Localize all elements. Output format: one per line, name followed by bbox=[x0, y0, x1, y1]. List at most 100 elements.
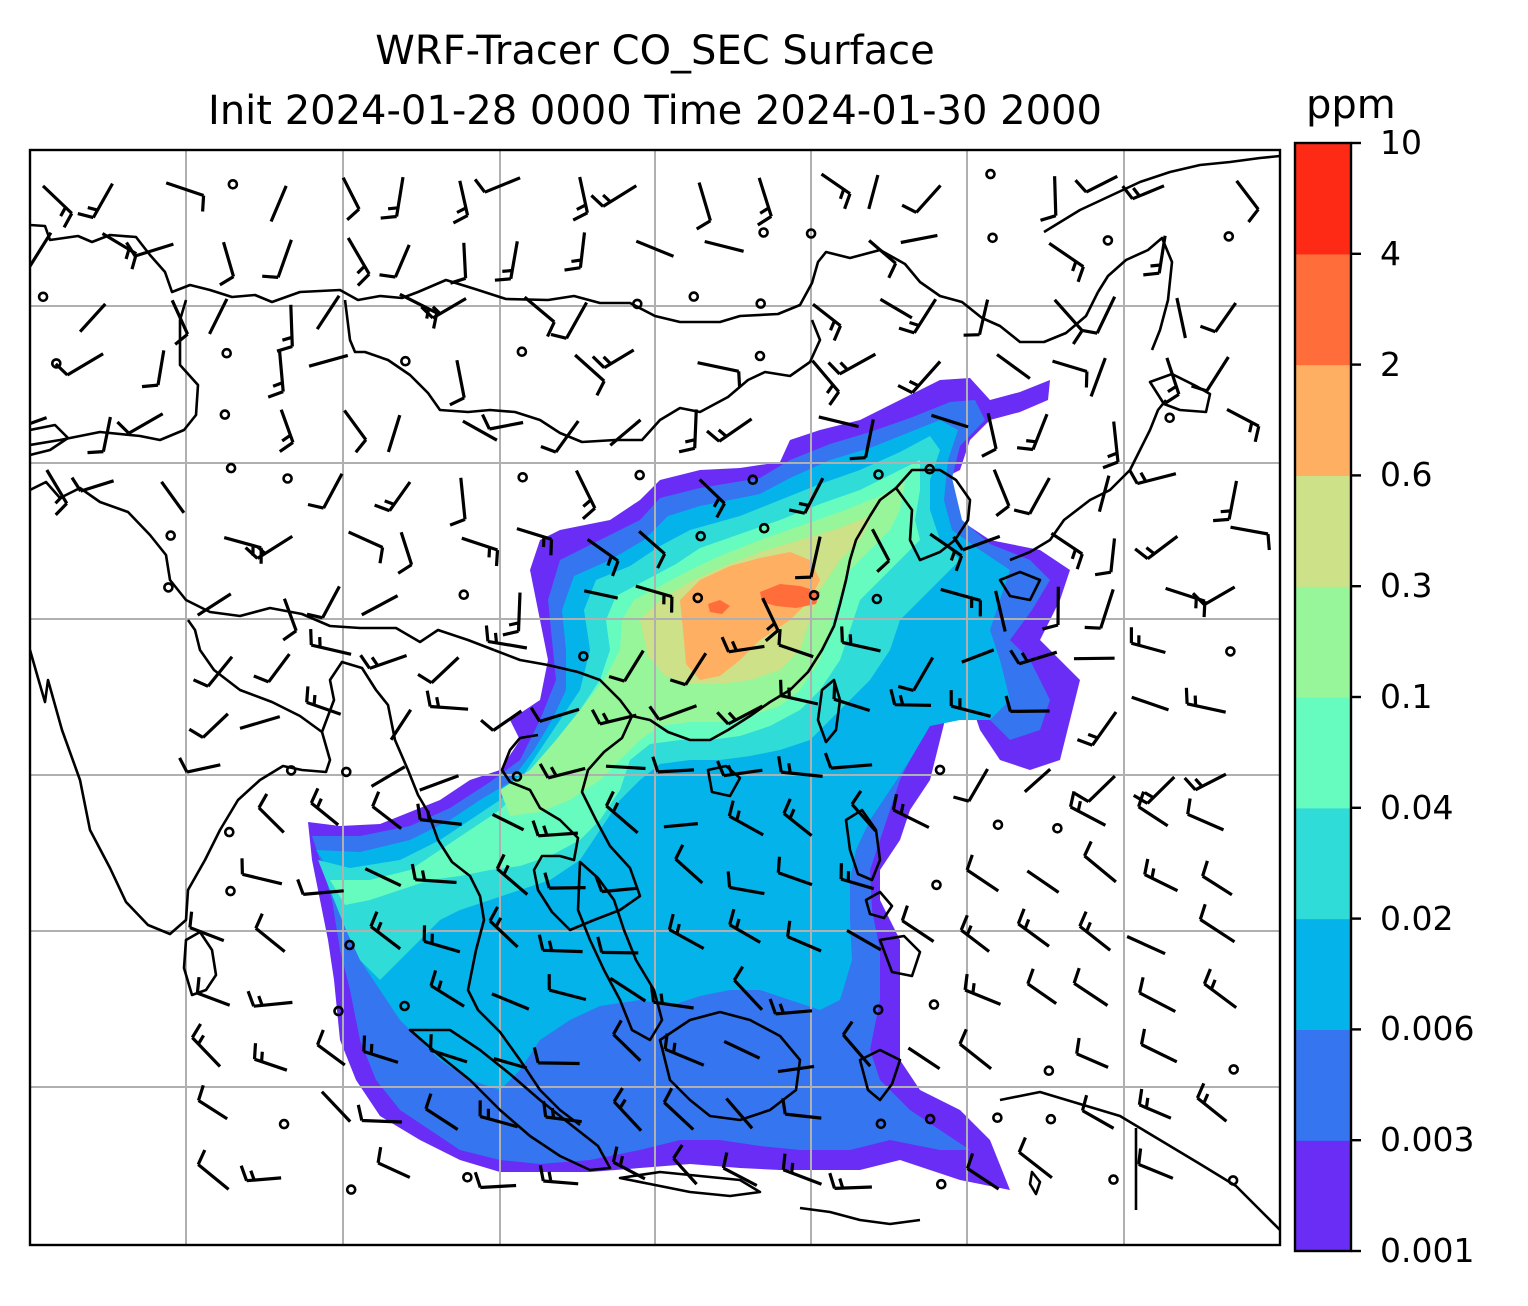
calm-wind-circle bbox=[517, 471, 529, 483]
myanmar-coast bbox=[320, 660, 581, 1127]
wind-barb bbox=[1137, 1148, 1174, 1180]
calm-wind-circle bbox=[985, 168, 996, 180]
wind-barb bbox=[416, 803, 462, 826]
wind-barb bbox=[667, 913, 705, 950]
wind-barb bbox=[574, 469, 597, 520]
malay-peninsula bbox=[576, 860, 664, 1042]
wind-barb bbox=[278, 409, 295, 453]
wind-barb bbox=[1053, 298, 1084, 345]
hainan bbox=[706, 764, 742, 798]
wind-barb bbox=[532, 1047, 580, 1066]
wind-barb bbox=[308, 353, 349, 368]
wind-barb bbox=[952, 534, 1001, 552]
wind-barb bbox=[305, 686, 342, 716]
wind-barb bbox=[841, 1020, 872, 1068]
calm-wind-circle bbox=[224, 826, 235, 838]
colorbar-segment bbox=[1295, 143, 1351, 255]
wind-barb bbox=[674, 844, 704, 885]
wind-barb bbox=[380, 176, 405, 220]
south-asia-north bbox=[30, 480, 495, 652]
central-asia-coast bbox=[30, 423, 70, 457]
calm-wind-circle bbox=[400, 355, 411, 367]
wind-barb bbox=[728, 908, 762, 944]
calm-wind-circle bbox=[924, 1113, 936, 1125]
wind-barb bbox=[907, 1046, 941, 1071]
wind-barb bbox=[1073, 656, 1115, 661]
calm-wind-circle bbox=[340, 766, 352, 778]
colorbar-tick-label: 0.006 bbox=[1380, 1009, 1475, 1049]
calm-wind-circle bbox=[758, 227, 769, 238]
wind-barb bbox=[1083, 840, 1117, 884]
wind-barb bbox=[583, 589, 619, 600]
colorbar-segment bbox=[1295, 807, 1351, 920]
wind-barb bbox=[257, 793, 285, 834]
wind-barb bbox=[1097, 475, 1111, 513]
wind-barb bbox=[832, 683, 871, 713]
wind-barb bbox=[1009, 649, 1058, 666]
wind-barb bbox=[704, 239, 744, 253]
wind-barb bbox=[1076, 711, 1118, 747]
korea bbox=[894, 468, 972, 562]
hokkaido bbox=[1148, 372, 1212, 414]
wind-barb bbox=[364, 867, 402, 888]
wind-barb bbox=[495, 853, 529, 896]
wind-barb bbox=[777, 628, 814, 659]
wind-barb bbox=[1016, 908, 1050, 948]
wind-barb bbox=[240, 858, 283, 886]
wind-barb bbox=[188, 712, 230, 739]
calm-wind-circle bbox=[987, 232, 998, 244]
wind-barb bbox=[208, 298, 229, 335]
sumatra bbox=[408, 1028, 612, 1172]
wind-barb bbox=[370, 765, 406, 788]
wind-barb bbox=[963, 299, 990, 337]
wind-barb bbox=[846, 929, 882, 952]
wind-barb bbox=[929, 532, 964, 572]
wind-barb bbox=[828, 1172, 872, 1190]
wind-barb bbox=[30, 231, 53, 268]
wind-barb bbox=[663, 1033, 705, 1067]
wind-barb bbox=[78, 302, 107, 333]
colorbar-segment bbox=[1295, 586, 1351, 698]
wind-barb bbox=[529, 706, 580, 723]
wind-barb bbox=[994, 590, 1007, 632]
russia-pacific-coast bbox=[1043, 154, 1280, 234]
wind-barb bbox=[1134, 535, 1179, 560]
calm-wind-circle bbox=[934, 764, 946, 776]
calm-wind-circle bbox=[875, 1118, 887, 1130]
wind-barb bbox=[868, 239, 898, 279]
calm-wind-circle bbox=[511, 771, 523, 782]
wind-barb bbox=[952, 768, 989, 803]
wind-barb bbox=[1042, 586, 1060, 631]
calm-wind-circle bbox=[163, 582, 174, 593]
wind-barb bbox=[1186, 798, 1225, 832]
wind-barb bbox=[449, 359, 466, 407]
calm-wind-circle bbox=[688, 291, 700, 302]
wind-barb bbox=[891, 793, 930, 829]
calm-wind-circle bbox=[458, 589, 470, 601]
calm-wind-circle bbox=[747, 474, 759, 486]
wind-barb bbox=[1094, 538, 1117, 577]
wind-barb bbox=[397, 531, 414, 575]
wind-barb bbox=[820, 172, 852, 210]
calm-wind-circle bbox=[872, 1004, 884, 1016]
wind-barb bbox=[1121, 184, 1165, 201]
calm-wind-circle bbox=[758, 522, 770, 534]
calm-wind-circle bbox=[992, 819, 1004, 831]
wind-barb bbox=[190, 1023, 222, 1068]
wind-barb bbox=[239, 1165, 282, 1183]
concentration-contour-level-8 bbox=[708, 600, 730, 614]
wind-barb bbox=[1026, 968, 1058, 1005]
china-west-border bbox=[30, 299, 200, 447]
wind-barb bbox=[491, 992, 530, 1011]
taiwan bbox=[816, 678, 842, 744]
wind-barb bbox=[782, 798, 813, 837]
wind-barb bbox=[374, 481, 412, 513]
wind-barb bbox=[425, 690, 469, 711]
colorbar-segment bbox=[1295, 1029, 1351, 1141]
calm-wind-circle bbox=[928, 999, 940, 1010]
calm-wind-circle bbox=[282, 473, 293, 484]
mongolia-border bbox=[343, 299, 822, 444]
russia-china-border bbox=[30, 223, 1100, 344]
colorbar-tick-label: 0.04 bbox=[1380, 787, 1454, 827]
wind-barb bbox=[720, 636, 765, 654]
